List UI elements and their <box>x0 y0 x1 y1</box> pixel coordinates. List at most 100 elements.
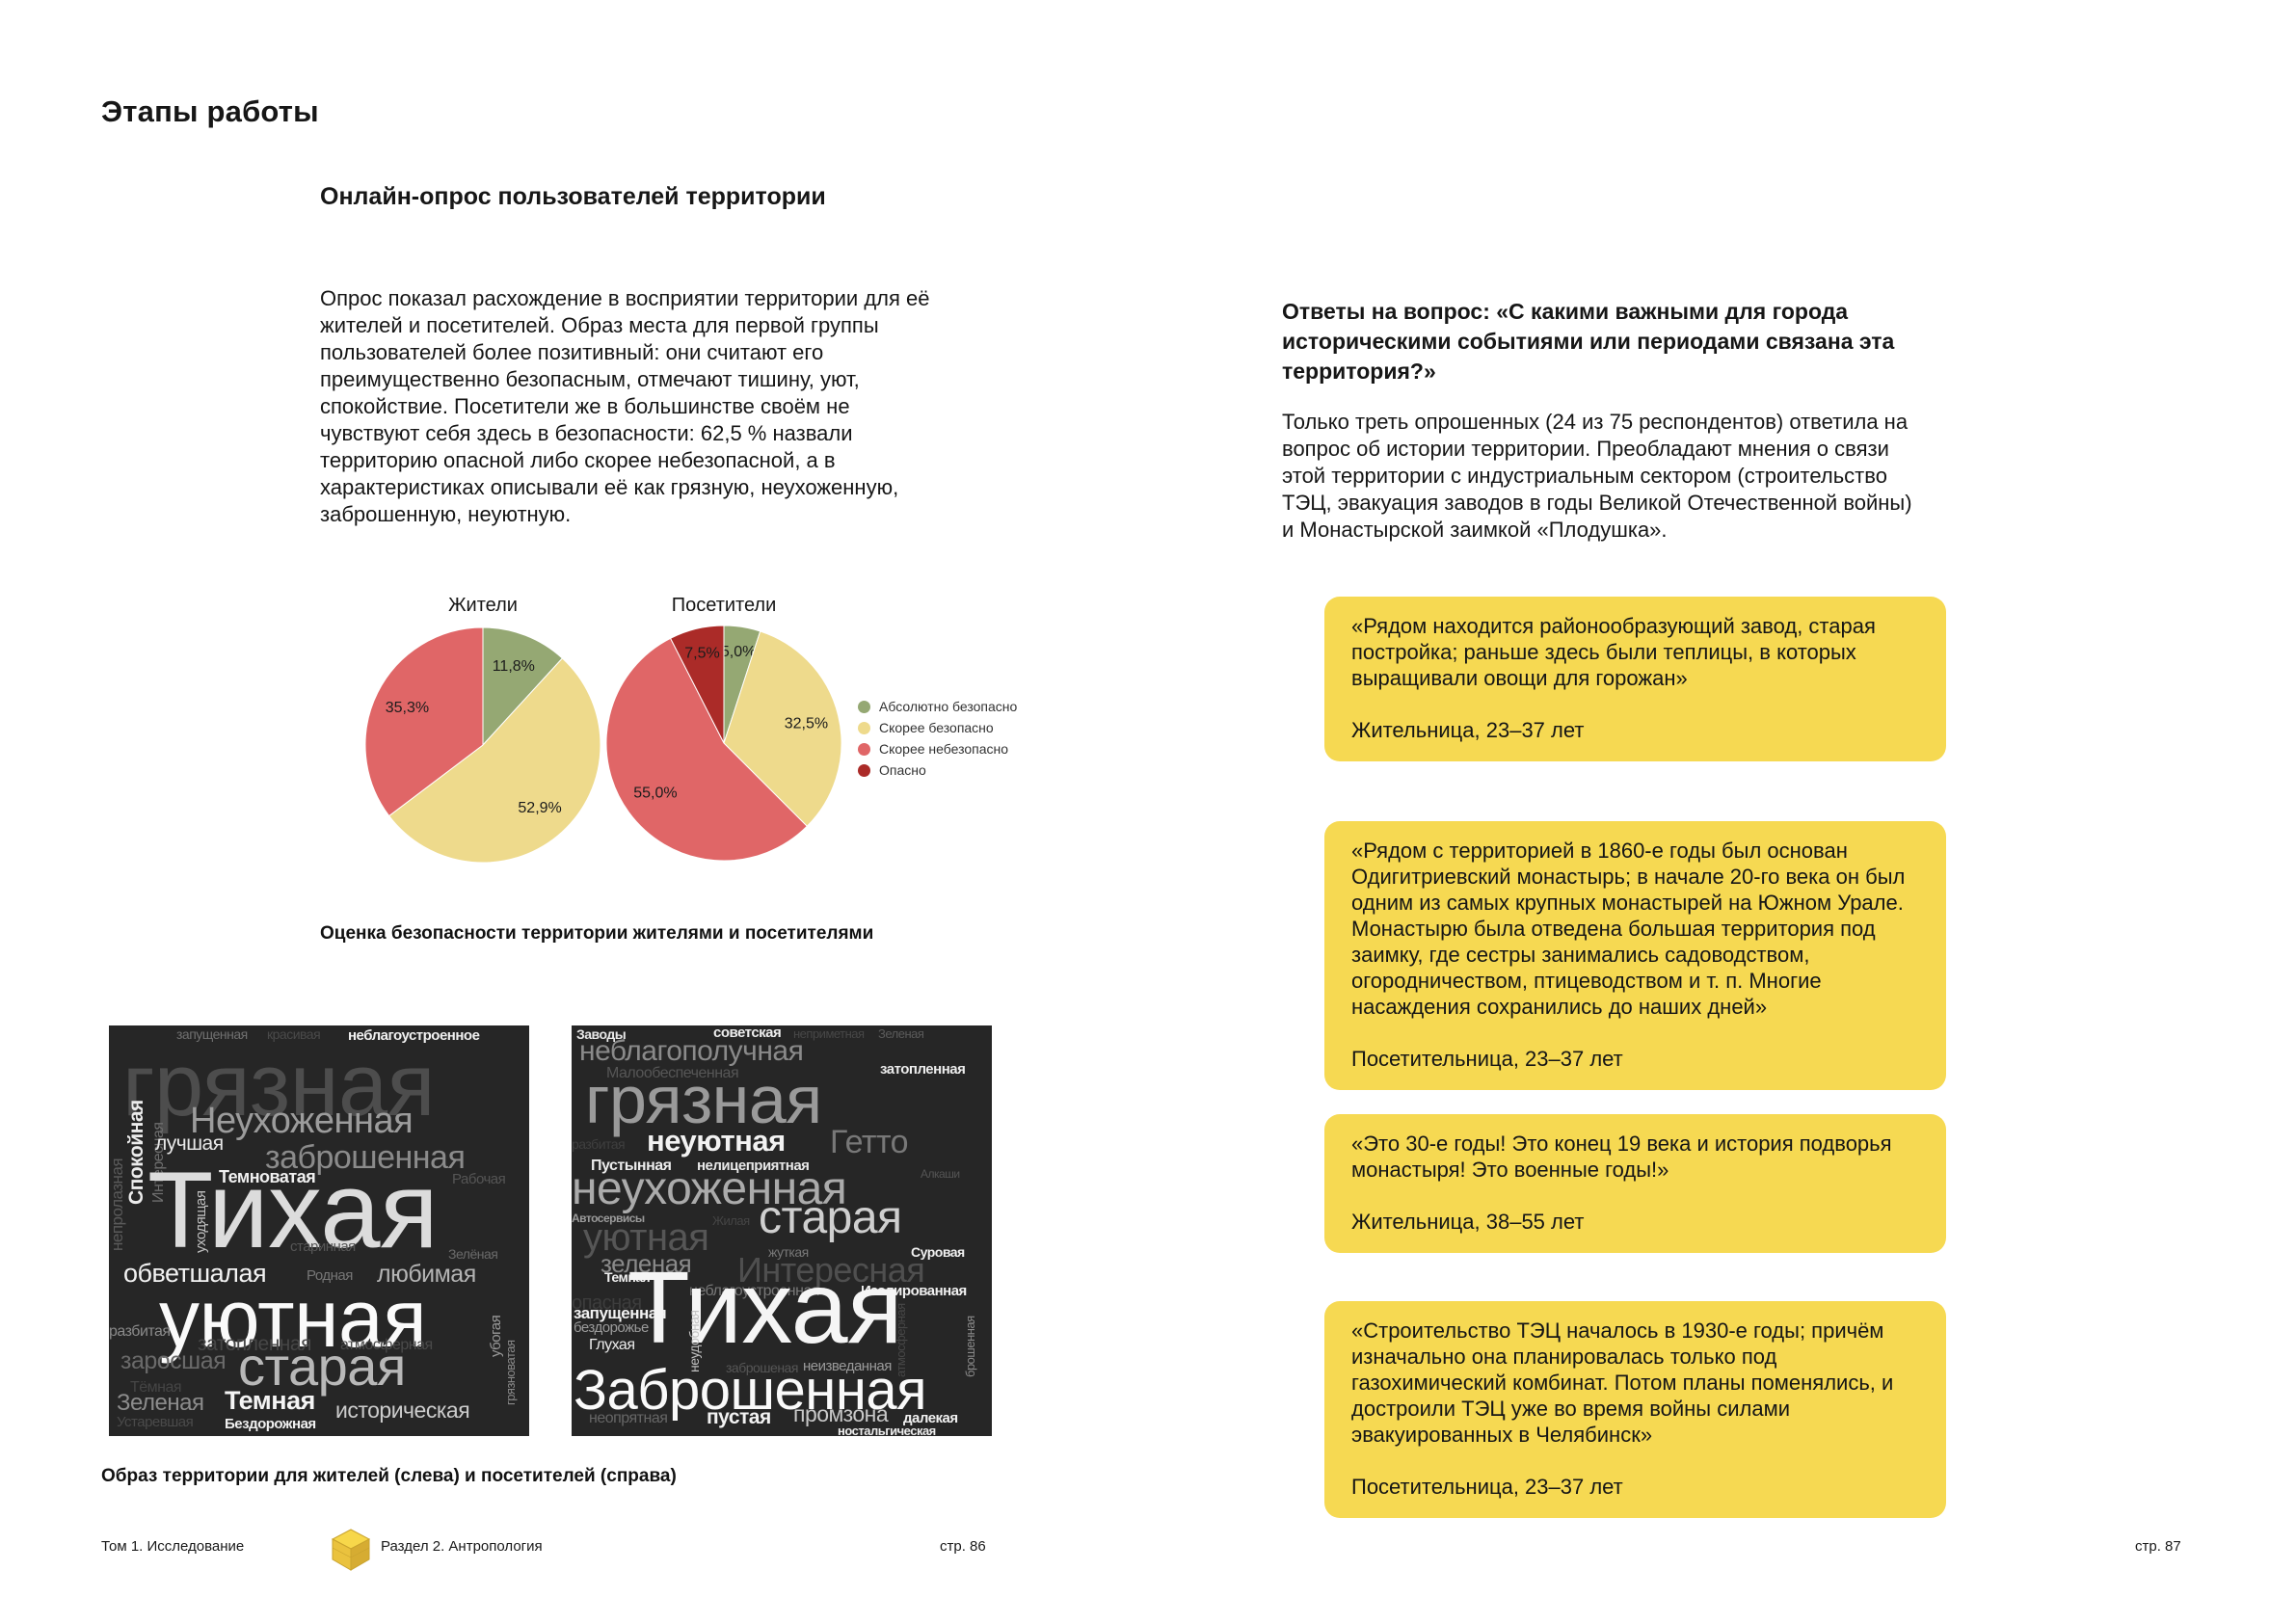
wordcloud-word: ностальгическая <box>838 1424 936 1436</box>
quote-card: «Рядом находится районообразующий завод,… <box>1324 597 1946 761</box>
wordcloud-word: неблагополучная <box>579 1035 804 1067</box>
pie-slice <box>364 626 484 817</box>
wordcloud-word: Заводы <box>576 1026 627 1042</box>
wordcloud-word: Малообеспеченная <box>606 1065 739 1081</box>
wordcloud-word: любимая <box>377 1261 476 1288</box>
wordcloud-word: Глухая <box>589 1337 635 1353</box>
left-body-text: Опрос показал расхождение в восприятии т… <box>320 286 930 526</box>
wordcloud-word: Тихая <box>147 1150 439 1270</box>
wordcloud-word: грязная <box>122 1036 435 1134</box>
wordcloud-caption: Образ территории для жителей (слева) и п… <box>101 1466 677 1486</box>
wordcloud-word: Заброшенная <box>574 1359 927 1422</box>
wordcloud-word: жуткая <box>768 1244 809 1260</box>
legend-dot-icon <box>858 721 870 734</box>
wordcloud-word: Гетто <box>830 1124 909 1160</box>
legend-item: Абсолютно безопасно <box>858 696 1017 717</box>
wordcloud-word: убогая <box>488 1315 504 1357</box>
legend-item: Скорее небезопасно <box>858 738 1017 759</box>
wordcloud-word: Рабочая <box>452 1171 506 1187</box>
pie-slice <box>669 625 725 744</box>
pie-title: Посетители <box>672 595 777 616</box>
quote-author: Посетительница, 23–37 лет <box>1351 1475 1623 1499</box>
pie-slice-label: 32,5% <box>785 716 828 732</box>
wordcloud-word: Зеленая <box>878 1026 924 1041</box>
wordcloud-word: промзона <box>793 1401 889 1426</box>
wordcloud-word: Суровая <box>911 1244 965 1260</box>
quote-text: «Это 30-е годы! Это конец 19 века и исто… <box>1351 1131 1892 1182</box>
wordcloud-word: запущенная <box>176 1026 248 1042</box>
wordcloud-word: уходящая <box>193 1190 209 1253</box>
wordcloud-word: затопленная <box>198 1333 311 1355</box>
wordcloud-word: заросшая <box>120 1347 227 1374</box>
wordcloud-word: советская <box>713 1025 782 1041</box>
chart-legend: Абсолютно безопасно Скорее безопасно Скоре… <box>858 696 1017 781</box>
page-title: Этапы работы <box>101 94 319 128</box>
wordcloud-word: Спокойная <box>125 1100 147 1205</box>
legend-label: Опасно <box>879 762 926 778</box>
wordcloud-word: грязная <box>585 1062 822 1137</box>
pie-slice <box>482 626 564 747</box>
wordcloud-word: опасная <box>572 1292 642 1314</box>
wordcloud-word: Темная <box>225 1386 315 1415</box>
wordcloud-word: далекая <box>903 1410 958 1426</box>
wordcloud-word: Темноватая <box>219 1167 316 1186</box>
legend-dot-icon <box>858 700 870 713</box>
legend-label: Скорее небезопасно <box>879 741 1009 757</box>
wordcloud-word: Интересная <box>737 1250 925 1290</box>
right-question-heading: Ответы на вопрос: «С какими важными для … <box>1282 299 1895 384</box>
wordcloud-word: неизведанная <box>803 1358 892 1374</box>
legend-label: Абсолютно безопасно <box>879 699 1018 714</box>
wordcloud-word: нелицеприятная <box>697 1158 810 1174</box>
quote-author: Жительница, 23–37 лет <box>1351 718 1585 742</box>
wordcloud-word: Зеленая <box>117 1390 204 1416</box>
wordcloud-word: неухоженная <box>572 1163 847 1214</box>
wordcloud-word: брошенная <box>963 1316 977 1377</box>
wordcloud-word: Темная <box>604 1269 651 1285</box>
pie-slice <box>605 637 808 862</box>
pie-slice-label: 35,3% <box>386 700 429 716</box>
safety-pie-charts: Жители 11,8% 52,9% 35,3% Посетители 5,0% 32,5%… <box>364 595 842 864</box>
wordcloud-word: Алкаши <box>921 1167 960 1181</box>
wordcloud-word: грязноватая <box>503 1340 518 1405</box>
wordcloud-word: бездорожье <box>574 1319 649 1336</box>
pie-title: Жители <box>448 595 518 616</box>
legend-item: Опасно <box>858 759 1017 781</box>
wordcloud-word: уютная <box>159 1273 427 1364</box>
wordcloud-word: историческая <box>335 1398 470 1423</box>
wordcloud-word: лучшая <box>155 1132 224 1155</box>
pie-slice-label: 11,8% <box>493 658 535 675</box>
quote-text: «Рядом находится районообразующий завод,… <box>1351 614 1876 690</box>
pie-slice-label: 55,0% <box>633 785 677 802</box>
legend-item: Скорее безопасно <box>858 717 1017 738</box>
wordcloud-word: уютная <box>583 1216 709 1259</box>
quote-card: «Строительство ТЭЦ началось в 1930-е год… <box>1324 1301 1946 1518</box>
wordcloud-word: Неухоженная <box>190 1101 414 1141</box>
section-subtitle: Онлайн-опрос пользователей территории <box>320 183 826 210</box>
wordcloud-word: Изолированная <box>861 1283 967 1299</box>
right-body-text: Только треть опрошенных (24 из 75 респон… <box>1282 410 1912 542</box>
quote-card: «Это 30-е годы! Это конец 19 века и исто… <box>1324 1114 1946 1253</box>
wordcloud-word: неблагоустроенная <box>689 1283 820 1299</box>
wordcloud-word: неуютная <box>647 1124 786 1158</box>
wordcloud-residents: запущенная красивая неблагоустроенное грязн… <box>109 1025 529 1436</box>
wordcloud-word: зеленая <box>601 1249 692 1278</box>
wordcloud-word: неопрятная <box>589 1410 668 1426</box>
quote-text: «Рядом с территорией в 1860-е годы был о… <box>1351 839 1906 1019</box>
pie-slice <box>723 630 842 827</box>
wordcloud-word: непролазная <box>109 1158 126 1251</box>
footer-section: Раздел 2. Антропология <box>381 1538 543 1555</box>
legend-dot-icon <box>858 763 870 777</box>
wordcloud-word: Зелёная <box>448 1246 498 1262</box>
wordcloud-word: атмосферная <box>340 1337 433 1353</box>
pie-slice-label: 52,9% <box>518 800 561 816</box>
wordcloud-word: Родная <box>307 1267 353 1284</box>
wordcloud-word: Бездорожная <box>225 1416 316 1432</box>
wordcloud-word: разбитая <box>109 1323 171 1340</box>
pie-slice-label: 7,5% <box>684 645 719 661</box>
footer-page-left: стр. 86 <box>940 1538 986 1555</box>
wordcloud-word: старая <box>238 1336 406 1397</box>
wordcloud-word: неприметная <box>793 1026 865 1041</box>
footer-volume: Том 1. Исследование <box>101 1538 245 1555</box>
wordcloud-word: Устаревшая <box>117 1414 194 1430</box>
